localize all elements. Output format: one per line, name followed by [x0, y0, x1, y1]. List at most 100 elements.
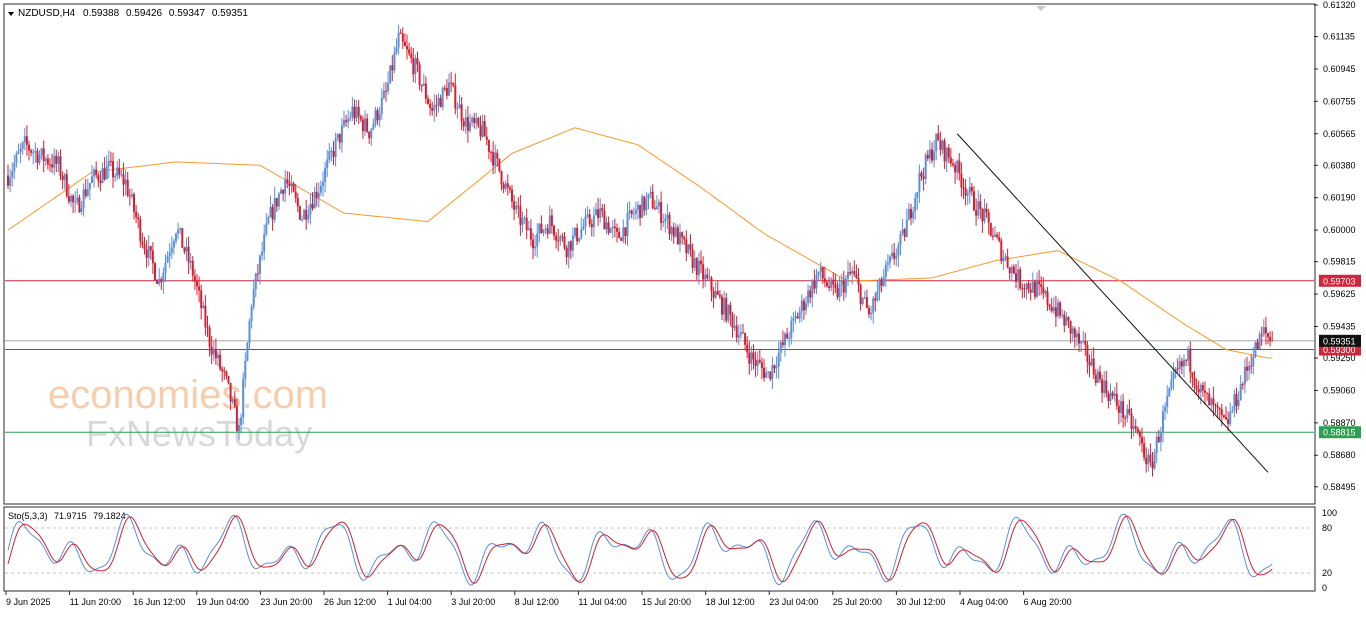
candle-bull	[101, 168, 104, 184]
candle-bull	[378, 113, 381, 121]
candle-bear	[490, 151, 492, 153]
candle-bull	[246, 342, 249, 361]
candle-bear	[828, 286, 831, 288]
symbol-header: NZDUSD,H4 0.59388 0.59426 0.59347 0.5935…	[8, 8, 248, 19]
candle-bull	[301, 219, 303, 221]
candle-bear	[989, 222, 992, 236]
candle-bear	[874, 298, 877, 301]
candle-bull	[265, 223, 268, 235]
candle-bear	[821, 267, 824, 279]
candle-bull	[905, 219, 908, 237]
candle-bull	[645, 199, 648, 211]
candle-bear	[893, 252, 896, 259]
watermark: economies.com FxNewsToday	[48, 373, 328, 454]
candle-bear	[282, 190, 285, 194]
candle-bull	[534, 246, 537, 249]
time-tick-label: 6 Aug 20:00	[1024, 597, 1072, 607]
candle-bull	[912, 211, 915, 219]
candle-bear	[910, 208, 912, 219]
candle-bear	[1260, 334, 1263, 336]
candle-bear	[49, 164, 51, 166]
watermark-line2: FxNewsToday	[86, 413, 312, 454]
candle-bull	[164, 262, 167, 273]
candle-bear	[721, 296, 723, 315]
candle-bull	[414, 58, 417, 75]
candle-bear	[187, 246, 190, 263]
candle-bear	[103, 168, 106, 180]
time-tick-label: 16 Jun 12:00	[133, 597, 185, 607]
candle-bear	[975, 210, 978, 216]
candle-bear	[508, 187, 511, 190]
candle-bear	[1050, 306, 1053, 312]
candle-bull	[784, 333, 786, 345]
candle-bull	[254, 273, 257, 290]
candle-bull	[1159, 432, 1162, 443]
candle-bear	[51, 164, 54, 168]
candle-bear	[1206, 392, 1209, 394]
candle-bear	[981, 208, 984, 222]
ohlc-close: 0.59351	[212, 8, 249, 19]
candle-bull	[941, 140, 944, 150]
candle-bear	[1128, 408, 1131, 414]
candle-bull	[1126, 408, 1129, 419]
candle-bear	[683, 237, 686, 240]
candle-bull	[481, 121, 484, 137]
chart-shift-marker-icon[interactable]	[1036, 6, 1046, 11]
candle-bear	[1220, 409, 1223, 416]
candle-bull	[649, 191, 652, 194]
candle-bear	[937, 133, 940, 141]
candle-bear	[151, 250, 154, 264]
candle-bear	[1124, 417, 1127, 419]
stoch-tick-label: 100	[1322, 508, 1337, 518]
candle-bear	[849, 271, 852, 274]
candle-bull	[1153, 452, 1156, 469]
dropdown-triangle-icon[interactable]	[8, 12, 14, 16]
candle-bull	[177, 229, 180, 234]
price-tick-label: 0.60000	[1323, 225, 1356, 235]
candle-bull	[179, 228, 182, 230]
candle-bear	[353, 106, 356, 119]
candle-bull	[326, 159, 329, 168]
candle-bear	[235, 406, 238, 432]
candle-bear	[546, 228, 549, 234]
candle-bear	[84, 189, 87, 196]
candle-bear	[668, 215, 671, 234]
candle-bear	[1136, 428, 1139, 432]
candle-bear	[742, 332, 744, 334]
candle-bear	[826, 282, 828, 287]
candle-bull	[277, 193, 280, 207]
candle-bear	[758, 360, 761, 363]
candle-bull	[1090, 358, 1093, 366]
candle-bear	[1063, 314, 1066, 326]
candle-bull	[120, 174, 123, 176]
candle-bear	[1069, 320, 1072, 334]
candle-bull	[334, 138, 337, 158]
candle-bull	[777, 352, 780, 368]
candle-bear	[660, 202, 663, 223]
candle-bull	[844, 278, 847, 293]
candle-bear	[1216, 405, 1219, 408]
candle-bear	[28, 144, 30, 151]
candle-bear	[229, 382, 232, 402]
candle-bull	[1025, 283, 1028, 290]
candle-bull	[897, 245, 900, 257]
candle-bull	[469, 122, 471, 131]
candle-bull	[147, 246, 150, 259]
candle-bull	[891, 252, 894, 257]
candle-bear	[853, 270, 856, 275]
time-tick-label: 11 Jun 20:00	[70, 597, 121, 607]
candle-bear	[517, 205, 520, 207]
candle-bear	[219, 354, 222, 369]
candle-bull	[771, 365, 774, 380]
candle-bear	[802, 300, 805, 311]
price-tick-label: 0.59250	[1323, 353, 1356, 363]
candle-bull	[336, 133, 339, 139]
candle-bear	[154, 263, 156, 281]
candle-bear	[95, 169, 98, 176]
candle-bear	[1067, 317, 1070, 321]
candle-bear	[406, 46, 408, 50]
candle-bear	[1086, 344, 1089, 363]
candle-bear	[502, 184, 505, 189]
price-tick-label: 0.60190	[1323, 193, 1356, 203]
